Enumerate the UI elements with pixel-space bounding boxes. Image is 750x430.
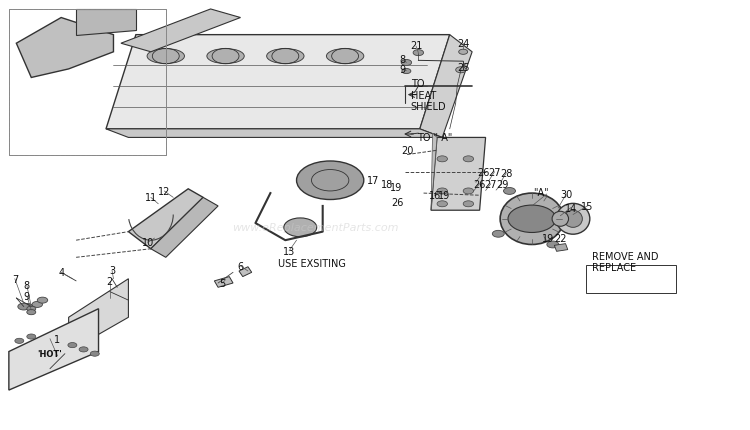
- Polygon shape: [151, 198, 218, 258]
- Circle shape: [437, 201, 448, 207]
- Ellipse shape: [147, 49, 184, 64]
- Circle shape: [27, 307, 36, 312]
- Circle shape: [284, 218, 316, 237]
- Text: 14: 14: [565, 203, 577, 213]
- Text: www.eReplacementParts.com: www.eReplacementParts.com: [232, 223, 398, 233]
- Polygon shape: [121, 10, 241, 52]
- Circle shape: [38, 298, 48, 304]
- Text: 16: 16: [429, 191, 441, 201]
- Text: 19: 19: [542, 233, 554, 243]
- Text: 19: 19: [437, 191, 450, 201]
- Ellipse shape: [207, 49, 245, 64]
- Ellipse shape: [326, 49, 364, 64]
- Text: TO " A": TO " A": [417, 133, 452, 143]
- Circle shape: [401, 60, 412, 66]
- Circle shape: [15, 338, 24, 344]
- Circle shape: [464, 188, 474, 194]
- Circle shape: [32, 302, 43, 308]
- Text: TO
HEAT
SHIELD: TO HEAT SHIELD: [411, 79, 446, 112]
- Text: 21: 21: [410, 41, 422, 51]
- Circle shape: [90, 351, 99, 356]
- Text: 3: 3: [109, 266, 115, 276]
- Polygon shape: [9, 309, 98, 390]
- Ellipse shape: [500, 194, 564, 245]
- Circle shape: [464, 201, 474, 207]
- Text: 29: 29: [496, 179, 508, 189]
- Polygon shape: [106, 129, 442, 138]
- Text: 13: 13: [283, 246, 296, 256]
- Circle shape: [437, 157, 448, 163]
- FancyBboxPatch shape: [586, 265, 676, 293]
- Circle shape: [18, 304, 30, 310]
- Ellipse shape: [556, 204, 590, 235]
- Polygon shape: [16, 18, 113, 78]
- Ellipse shape: [552, 212, 568, 227]
- Text: 'HOT': 'HOT': [38, 349, 62, 358]
- Text: 8: 8: [400, 55, 406, 65]
- Polygon shape: [239, 267, 252, 277]
- Circle shape: [547, 242, 559, 248]
- Text: 27: 27: [488, 167, 501, 177]
- Polygon shape: [554, 244, 568, 252]
- Ellipse shape: [564, 211, 582, 228]
- Text: 18: 18: [381, 179, 393, 189]
- Text: 6: 6: [238, 261, 244, 271]
- Text: 19: 19: [390, 182, 402, 192]
- Text: 4: 4: [58, 268, 64, 278]
- Text: 26: 26: [473, 179, 486, 189]
- Circle shape: [503, 188, 515, 195]
- Text: 24: 24: [457, 39, 470, 49]
- Text: 26: 26: [392, 197, 404, 207]
- Text: 12: 12: [158, 187, 170, 197]
- Text: 5: 5: [220, 278, 226, 289]
- Ellipse shape: [267, 49, 304, 64]
- Circle shape: [68, 343, 76, 348]
- Circle shape: [492, 231, 504, 238]
- Circle shape: [413, 50, 424, 56]
- Circle shape: [459, 50, 468, 55]
- Text: "A": "A": [533, 188, 549, 198]
- Circle shape: [27, 334, 36, 339]
- Text: 2: 2: [106, 276, 112, 286]
- Circle shape: [508, 206, 556, 233]
- Circle shape: [27, 310, 36, 315]
- Polygon shape: [431, 134, 437, 211]
- Circle shape: [79, 347, 88, 352]
- Polygon shape: [69, 279, 128, 352]
- Text: 7: 7: [12, 274, 18, 284]
- Circle shape: [296, 162, 364, 200]
- Text: 22: 22: [554, 233, 566, 243]
- Polygon shape: [128, 189, 203, 249]
- Circle shape: [22, 304, 33, 310]
- Text: 1: 1: [54, 334, 61, 344]
- Text: 15: 15: [581, 202, 593, 212]
- Text: 8: 8: [24, 280, 30, 291]
- Circle shape: [464, 157, 474, 163]
- Text: 10: 10: [142, 238, 154, 248]
- Polygon shape: [106, 36, 450, 129]
- Text: 11: 11: [145, 193, 157, 203]
- Polygon shape: [420, 36, 472, 138]
- Text: 9: 9: [400, 65, 406, 75]
- Text: 30: 30: [560, 190, 572, 200]
- Text: 27: 27: [484, 179, 497, 189]
- Text: 26: 26: [477, 167, 490, 177]
- Text: USE EXSITING: USE EXSITING: [278, 258, 346, 268]
- Circle shape: [437, 188, 448, 194]
- Text: 9: 9: [24, 291, 30, 301]
- Text: 17: 17: [368, 176, 380, 186]
- Text: REMOVE AND
REPLACE: REMOVE AND REPLACE: [592, 251, 658, 273]
- Text: 28: 28: [500, 168, 513, 178]
- Circle shape: [456, 68, 466, 74]
- Circle shape: [402, 69, 411, 74]
- Polygon shape: [76, 10, 136, 36]
- Text: 20: 20: [401, 146, 413, 156]
- Text: 25: 25: [457, 63, 470, 73]
- Polygon shape: [214, 277, 233, 288]
- Polygon shape: [431, 138, 485, 211]
